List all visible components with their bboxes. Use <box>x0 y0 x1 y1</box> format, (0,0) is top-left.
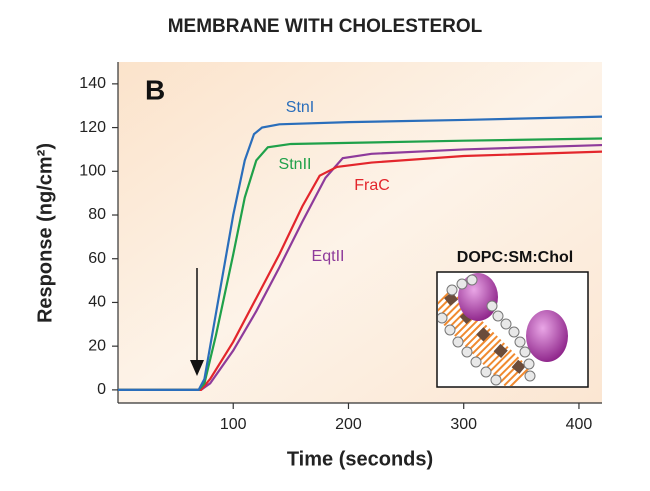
y-axis-label: Response (ng/cm²) <box>34 143 56 323</box>
arrow <box>190 268 204 376</box>
series-label: FraC <box>354 177 390 194</box>
line-series <box>118 143 603 391</box>
x-tick-label: 200 <box>335 416 362 433</box>
y-tick-label: 0 <box>97 381 106 398</box>
series-label: EqtII <box>312 248 345 265</box>
y-tick-label: 80 <box>88 206 106 223</box>
x-tick-label: 400 <box>566 416 593 433</box>
y-tick-label: 120 <box>79 119 106 136</box>
y-tick-label: 140 <box>79 75 106 92</box>
line-series <box>118 115 603 391</box>
series-label: StnII <box>279 156 312 173</box>
x-axis-label: Time (seconds) <box>287 448 433 470</box>
inset-illustration <box>436 271 589 388</box>
y-tick-label: 40 <box>88 294 106 311</box>
panel-label: B <box>145 74 165 105</box>
y-tick-label: 100 <box>79 163 106 180</box>
x-tick-label: 100 <box>220 416 247 433</box>
inset-label: DOPC:SM:Chol <box>457 249 573 266</box>
x-tick-label: 300 <box>450 416 477 433</box>
line-series <box>118 150 603 391</box>
chart-title: MEMBRANE WITH CHOLESTEROL <box>168 16 483 37</box>
y-tick-label: 20 <box>88 337 106 354</box>
series-label: StnI <box>286 99 314 116</box>
line-series <box>118 137 603 391</box>
y-tick-label: 60 <box>88 250 106 267</box>
